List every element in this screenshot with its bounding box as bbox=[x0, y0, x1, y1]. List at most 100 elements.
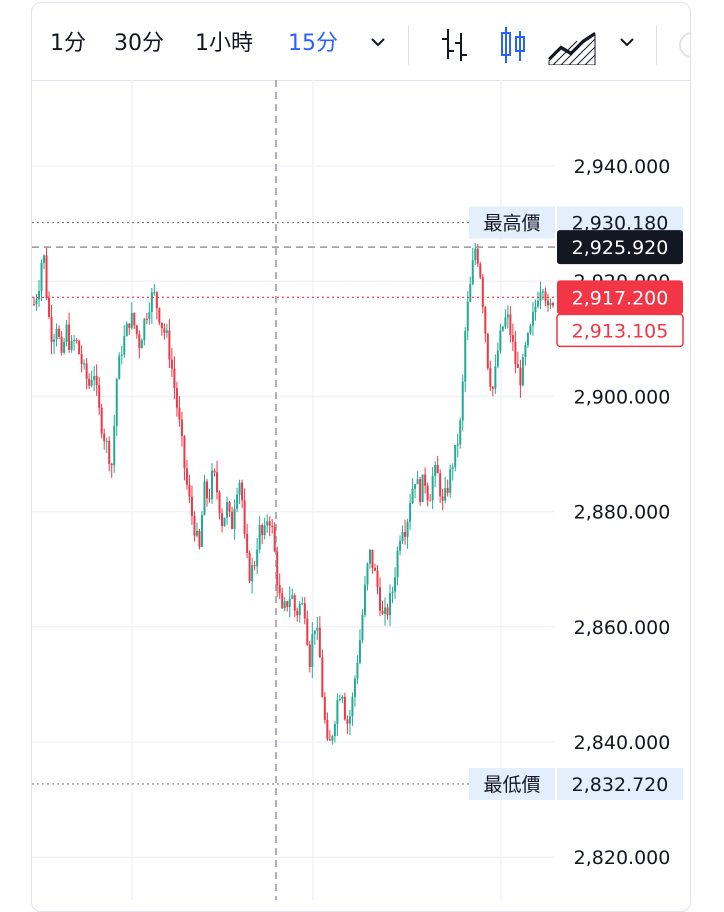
candle-body bbox=[409, 503, 412, 522]
candle-body bbox=[165, 330, 168, 333]
candle-body bbox=[153, 292, 156, 294]
candle-body bbox=[83, 363, 86, 365]
candle-body bbox=[323, 696, 326, 720]
candle-body bbox=[40, 262, 43, 292]
candlestick-icon[interactable] bbox=[498, 25, 528, 65]
candle-body bbox=[123, 336, 126, 355]
candle-body bbox=[491, 386, 494, 389]
candle-body bbox=[248, 552, 251, 582]
chevron-down-icon[interactable] bbox=[369, 35, 387, 49]
candle-body bbox=[464, 330, 467, 382]
chart-grid bbox=[32, 80, 555, 900]
candle-body bbox=[238, 482, 241, 495]
candle-body bbox=[306, 618, 309, 645]
price-axis: 2,940.0002,920.0002,900.0002,880.0002,86… bbox=[469, 156, 684, 869]
candle-body bbox=[531, 312, 534, 326]
candle-body bbox=[444, 488, 447, 501]
candle-body bbox=[193, 515, 196, 536]
candle-body bbox=[68, 324, 71, 350]
candle-body bbox=[494, 366, 497, 389]
candle-body bbox=[371, 549, 374, 568]
candle-body bbox=[213, 470, 216, 473]
candle-body bbox=[394, 577, 397, 592]
candle-body bbox=[441, 496, 444, 501]
candle-body bbox=[424, 474, 427, 486]
toolbar: 1分 30分 1小時 15分 bbox=[32, 3, 691, 81]
candle-body bbox=[228, 502, 231, 512]
candle-body bbox=[258, 525, 261, 550]
candle-body bbox=[326, 719, 329, 740]
candle-body bbox=[100, 407, 103, 434]
bar-chart-icon[interactable] bbox=[437, 25, 471, 63]
candle-body bbox=[426, 485, 429, 501]
candle-body bbox=[133, 313, 136, 326]
candle-body bbox=[288, 598, 291, 607]
candle-body bbox=[451, 467, 454, 469]
candle-body bbox=[496, 350, 499, 367]
candle-body bbox=[534, 306, 537, 313]
candle-body bbox=[88, 378, 91, 386]
candle-body bbox=[318, 627, 321, 658]
candle-body bbox=[190, 496, 193, 516]
candle-body bbox=[456, 444, 459, 446]
candle-body bbox=[33, 304, 35, 306]
candle-body bbox=[155, 292, 158, 309]
candle-body bbox=[206, 481, 208, 499]
candle-body bbox=[386, 607, 389, 615]
candle-body bbox=[509, 314, 512, 336]
toolbar-separator bbox=[656, 25, 657, 65]
candle-body bbox=[484, 307, 487, 334]
candle-body bbox=[93, 375, 96, 381]
candle-body bbox=[138, 334, 141, 349]
candle-body bbox=[436, 464, 439, 474]
candle-body bbox=[511, 335, 514, 342]
candle-body bbox=[368, 549, 371, 564]
candle-body bbox=[65, 324, 68, 342]
candle-body bbox=[446, 488, 449, 493]
candle-body bbox=[291, 595, 294, 599]
candle-body bbox=[519, 367, 522, 386]
timeframe-1h[interactable]: 1小時 bbox=[195, 31, 253, 56]
candle-body bbox=[506, 314, 509, 318]
last-price-badge bbox=[557, 280, 683, 315]
candle-body bbox=[552, 303, 554, 306]
timeframe-30m[interactable]: 30分 bbox=[114, 31, 164, 56]
timeframe-15m[interactable]: 15分 bbox=[288, 31, 338, 56]
candle-body bbox=[459, 420, 462, 445]
candle-body bbox=[361, 614, 364, 641]
candle-body bbox=[243, 500, 246, 534]
candle-body bbox=[313, 630, 316, 635]
candle-body bbox=[115, 379, 118, 426]
area-chart-icon[interactable] bbox=[547, 25, 597, 65]
y-tick-label: 2,840.000 bbox=[574, 732, 671, 754]
candle-body bbox=[449, 468, 452, 493]
candle-body bbox=[331, 736, 334, 741]
candle-body bbox=[170, 359, 173, 369]
candle-body bbox=[218, 492, 221, 514]
candle-body bbox=[373, 567, 376, 571]
candle-body bbox=[348, 716, 351, 724]
candle-body bbox=[486, 333, 489, 369]
candle-body bbox=[524, 345, 527, 358]
candle-body bbox=[439, 473, 442, 497]
candle-body bbox=[434, 464, 437, 476]
settings-circle-icon[interactable] bbox=[678, 31, 691, 59]
candle-body bbox=[481, 277, 484, 308]
candle-body bbox=[73, 339, 76, 342]
y-tick-label: 2,820.000 bbox=[574, 847, 671, 869]
candle-body bbox=[281, 593, 284, 609]
y-tick-label: 2,860.000 bbox=[574, 617, 671, 639]
y-tick-label: 2,940.000 bbox=[574, 156, 671, 178]
candle-body bbox=[521, 357, 524, 386]
candle-body bbox=[474, 248, 477, 261]
candle-body bbox=[341, 696, 344, 699]
candlestick-series bbox=[33, 242, 554, 745]
candle-body bbox=[75, 339, 78, 341]
chevron-down-icon[interactable] bbox=[618, 35, 636, 49]
timeframe-1m[interactable]: 1分 bbox=[50, 31, 86, 56]
candle-body bbox=[80, 353, 83, 365]
candle-body bbox=[321, 657, 324, 697]
candle-body bbox=[145, 318, 148, 320]
low-value-bg bbox=[557, 767, 683, 800]
